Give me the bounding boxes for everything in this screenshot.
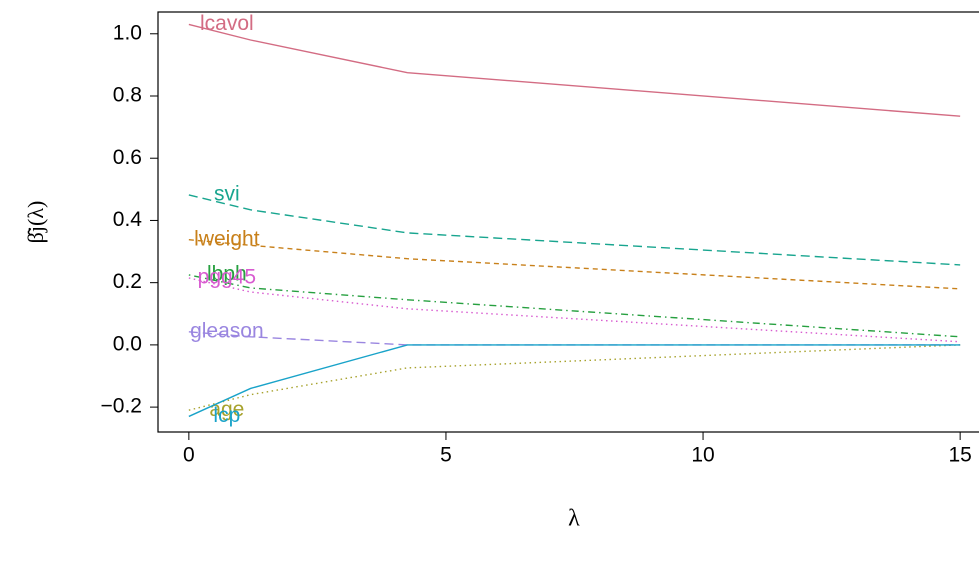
y-tick-label: 0.4 [113,208,143,231]
series-label: lcavol [200,12,254,35]
series-label: svi [214,182,240,205]
y-axis-label: β̂j(λ) [23,201,48,244]
y-tick-label: 0.6 [113,146,142,169]
series-line [188,239,961,290]
y-tick-label: −0.2 [101,395,142,418]
x-tick-label: 10 [691,444,714,467]
y-tick-label: 0.8 [113,84,142,107]
y-tick-label: 1.0 [113,21,142,44]
x-tick-label: 15 [948,444,971,467]
series-line [188,194,961,266]
series-label: lcp [213,404,240,427]
x-tick-label: 0 [183,444,195,467]
series-line [188,274,961,338]
x-tick-label: 5 [440,444,452,467]
series-label: gleason [190,319,264,342]
series-label: lbph [207,262,247,285]
series-line [188,344,961,411]
series-line [188,331,961,346]
plot-frame [157,11,979,433]
y-tick-label: 0.0 [113,332,142,355]
x-axis-label: λ [568,506,580,532]
series-line [188,344,961,418]
series-label: lweight [194,227,260,250]
series-line [188,277,961,343]
series-line [188,23,961,117]
y-tick-label: 0.2 [113,270,142,293]
series-label: pgg45 [198,266,256,289]
